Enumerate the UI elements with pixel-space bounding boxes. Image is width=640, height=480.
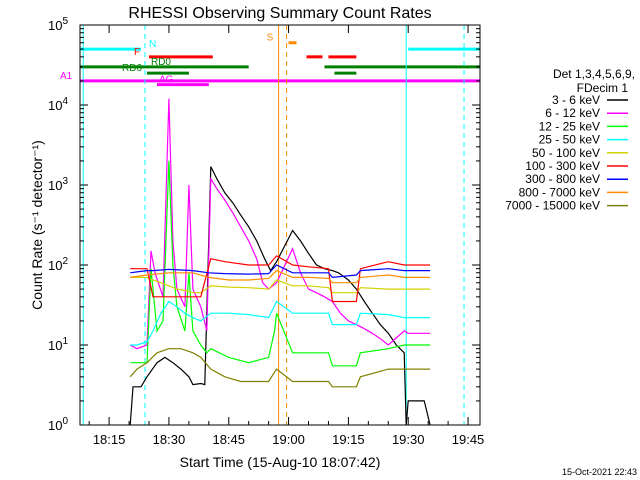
series-line	[129, 98, 431, 350]
legend-entry-label: 800 - 7000 keV	[519, 185, 600, 199]
legend-header: Det 1,3,4,5,6,9,	[553, 67, 635, 81]
series-line	[130, 264, 431, 279]
legend-entry-label: 100 - 300 keV	[525, 159, 600, 173]
legend-entry-label: 7000 - 15000 keV	[505, 199, 600, 213]
y-tick-label: 100	[48, 416, 68, 433]
series-line	[130, 160, 431, 367]
footer-timestamp: 15-Oct-2021 22:43	[562, 467, 637, 477]
x-tick-label: 18:30	[153, 432, 186, 447]
chart-title: RHESSI Observing Summary Count Rates	[128, 5, 431, 22]
flag-label: RD6	[122, 63, 142, 74]
y-axis-label: Count Rate (s⁻¹ detector⁻¹)	[29, 140, 45, 310]
series-line	[130, 269, 431, 284]
x-tick-label: 19:15	[332, 432, 365, 447]
legend-header-sub: FDecim 1	[577, 81, 629, 95]
y-tick-label: 102	[48, 256, 68, 273]
y-tick-label: 101	[48, 336, 68, 353]
x-tick-label: 19:00	[272, 432, 305, 447]
flag-label: AG	[159, 75, 174, 86]
series-line	[129, 166, 431, 426]
x-axis: 18:15 18:30 18:45 19:00 19:15 19:30 19:45	[88, 25, 485, 447]
plot-frame	[79, 24, 481, 426]
legend-entry-label: 300 - 800 keV	[525, 172, 600, 186]
y-tick-label: 104	[48, 96, 68, 113]
x-tick-label: 19:30	[392, 432, 425, 447]
x-axis-label: Start Time (15-Aug-10 18:07:42)	[180, 454, 381, 470]
flag-label: A1	[60, 71, 73, 82]
marker-layer	[82, 25, 465, 425]
legend-entry-label: 25 - 50 keV	[539, 133, 600, 147]
series-line	[130, 300, 431, 346]
y-tick-label: 105	[48, 16, 68, 33]
y-axis: 100 101 102 103 104 105	[48, 16, 480, 433]
x-tick-label: 19:45	[452, 432, 485, 447]
x-tick-label: 18:45	[212, 432, 245, 447]
flag-label: RD0	[151, 57, 171, 68]
legend-entry-label: 12 - 25 keV	[539, 119, 600, 133]
flag-label: S	[267, 33, 274, 44]
legend-entry-label: 6 - 12 keV	[545, 106, 600, 120]
flag-label: N	[149, 39, 156, 50]
series-line	[129, 348, 431, 388]
flag-layer: NF RD0 RD6 A1 AG S	[60, 33, 480, 87]
x-tick-label: 18:15	[93, 432, 126, 447]
plot-area: NF RD0 RD6 A1 AG S	[60, 24, 481, 426]
legend-entry-label: 50 - 100 keV	[532, 146, 600, 160]
flag-label: F	[134, 47, 140, 58]
series-layer	[129, 98, 431, 426]
y-tick-label: 103	[48, 176, 68, 193]
legend-entry-label: 3 - 6 keV	[552, 93, 600, 107]
